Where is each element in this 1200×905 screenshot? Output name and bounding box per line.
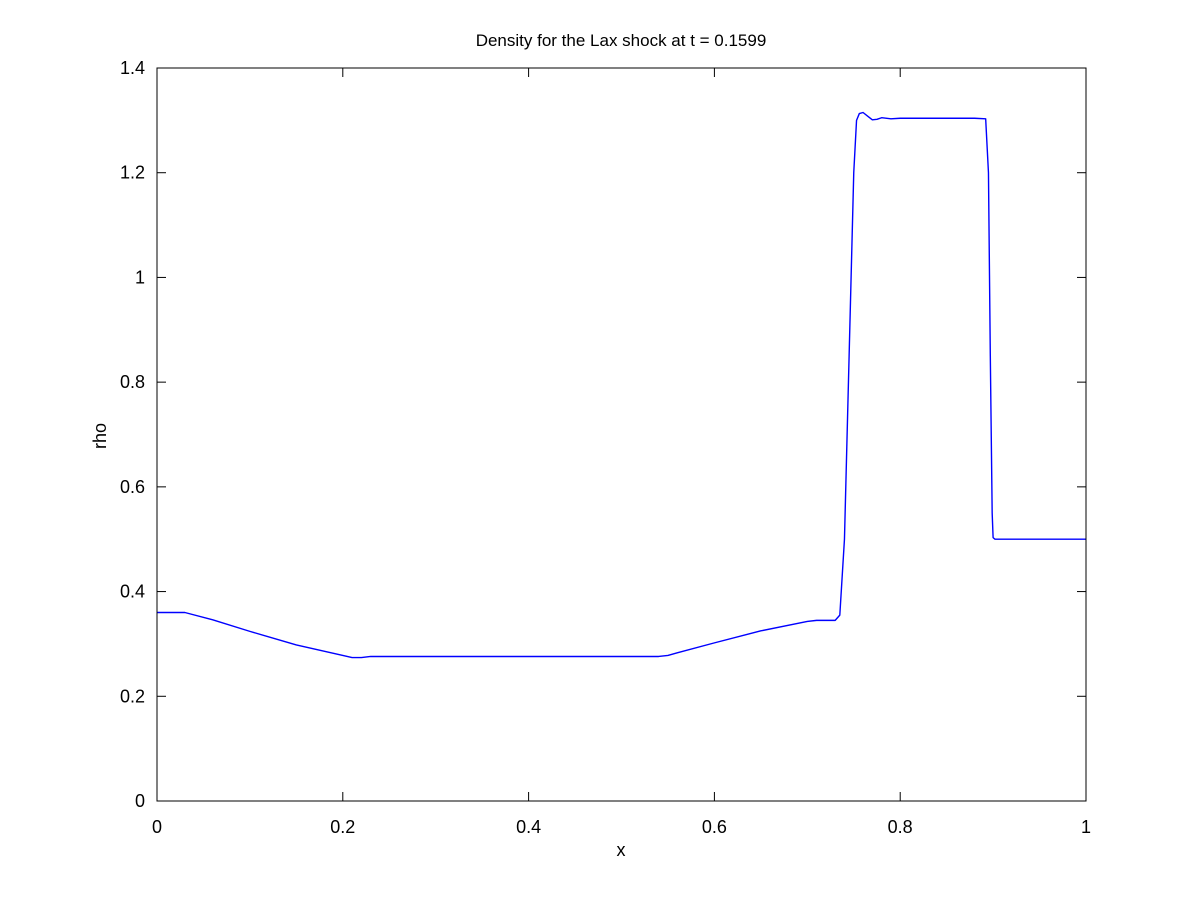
y-tick-label: 1.4 (120, 58, 145, 78)
axis-ticks: 0 0.2 0.4 0.6 0.8 1 0 0.2 0.4 0.6 0.8 1 1.2 1.4 (120, 58, 1091, 837)
x-tick-label: 1 (1081, 817, 1091, 837)
y-tick-label: 1 (135, 267, 145, 287)
y-tick-label: 0 (135, 791, 145, 811)
x-tick-label: 0.6 (702, 817, 727, 837)
x-tick-label: 0.8 (888, 817, 913, 837)
x-tick-label: 0 (152, 817, 162, 837)
chart-title: Density for the Lax shock at t = 0.1599 (476, 31, 767, 50)
x-axis-label: x (617, 840, 626, 860)
y-tick-label: 0.2 (120, 686, 145, 706)
y-tick-label: 0.6 (120, 477, 145, 497)
y-axis-label: rho (90, 423, 110, 449)
y-tick-label: 0.8 (120, 372, 145, 392)
x-tick-label: 0.2 (330, 817, 355, 837)
y-tick-label: 1.2 (120, 163, 145, 183)
plot-area-frame (156, 67, 1087, 802)
density-series-line (157, 111, 1086, 659)
x-tick-label: 0.4 (516, 817, 541, 837)
y-tick-label: 0.4 (120, 582, 145, 602)
